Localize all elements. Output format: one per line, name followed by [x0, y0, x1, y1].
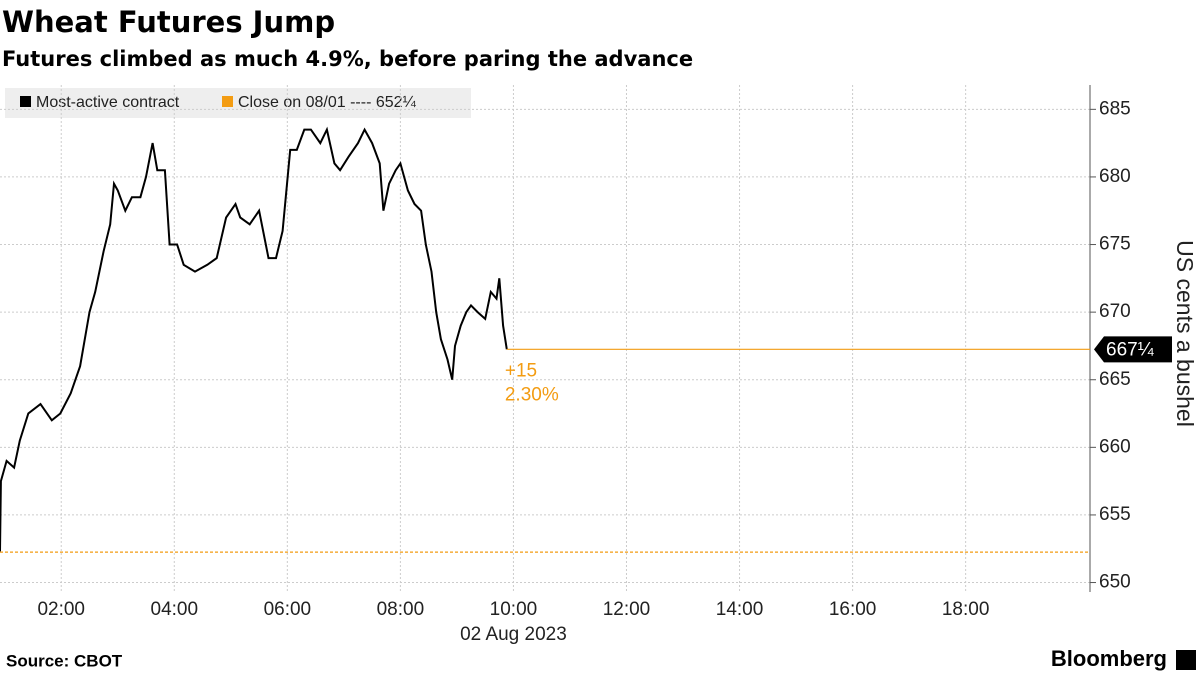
x-tick-label: 06:00: [264, 599, 312, 620]
x-tick-label: 04:00: [151, 599, 199, 620]
x-tick-label: 02:00: [37, 599, 85, 620]
chart-title: Wheat Futures Jump: [2, 5, 335, 39]
current-marker: [1094, 336, 1172, 363]
y-tick-label: 680: [1099, 166, 1131, 187]
x-tick-label: 12:00: [603, 599, 651, 620]
legend-box: [5, 88, 471, 118]
y-axis-label: US cents a bushel: [1172, 240, 1198, 427]
x-tick-label: 08:00: [377, 599, 425, 620]
x-axis-label: 02 Aug 2023: [460, 624, 567, 645]
x-tick-label: 10:00: [490, 599, 538, 620]
brand: Bloomberg: [1051, 646, 1167, 671]
y-tick-label: 655: [1099, 504, 1131, 525]
data-line: [0, 126, 508, 552]
y-tick-label: 685: [1099, 98, 1131, 119]
y-tick-label: 675: [1099, 234, 1131, 255]
legend-swatch: [222, 96, 233, 107]
source: Source: CBOT: [6, 651, 123, 670]
legend-swatch: [20, 96, 31, 107]
y-tick-label: 660: [1099, 436, 1131, 457]
y-tick-label: 650: [1099, 572, 1131, 593]
x-tick-label: 16:00: [829, 599, 877, 620]
y-tick-label: 665: [1099, 369, 1131, 390]
legend-label: Most-active contract: [36, 94, 180, 111]
change-pct-label: 2.30%: [505, 384, 559, 405]
legend-label: Close on 08/01 ---- 652¼: [238, 94, 417, 111]
current-label: 667¼: [1106, 339, 1155, 360]
brand-icon: [1176, 650, 1196, 670]
y-tick-label: 670: [1099, 301, 1131, 322]
change-label: +15: [505, 360, 537, 381]
x-tick-label: 18:00: [942, 599, 990, 620]
x-tick-label: 14:00: [716, 599, 764, 620]
chart-subtitle: Futures climbed as much 4.9%, before par…: [2, 47, 693, 71]
